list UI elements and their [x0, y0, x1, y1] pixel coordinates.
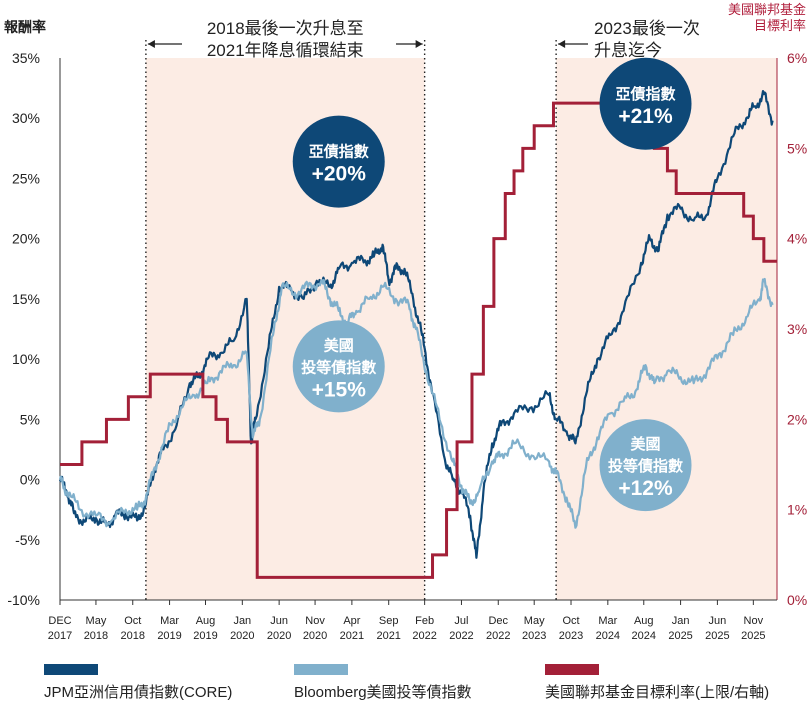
period-annotation-text: 2021年降息循環結束	[207, 41, 364, 60]
legend-label: JPM亞洲信用債指數(CORE)	[44, 684, 232, 701]
y-right-axis-title: 美國聯邦基金	[728, 2, 806, 17]
legend: JPM亞洲信用債指數(CORE) Bloomberg美國投等債指數 美國聯邦基金目標…	[44, 664, 769, 701]
y-right-tick-label: 2%	[787, 411, 807, 427]
shaded-period-0	[145, 58, 425, 600]
x-tick-label: Jan	[233, 615, 251, 627]
arrow-head-right	[415, 40, 423, 48]
y-right-tick-label: 6%	[787, 50, 807, 66]
legend-swatch	[545, 664, 599, 675]
x-tick-label: Jul	[454, 615, 468, 627]
x-tick-year: 2024	[596, 630, 620, 642]
x-tick-label: May	[524, 615, 545, 627]
x-tick-label: Mar	[160, 615, 179, 627]
x-tick-year: 2022	[486, 630, 510, 642]
legend-label: Bloomberg美國投等債指數	[294, 683, 472, 701]
y-right-tick-label: 1%	[787, 502, 807, 518]
x-tick-label: Jan	[672, 615, 690, 627]
x-tick-year: 2025	[705, 630, 729, 642]
x-tick-year: 2025	[668, 630, 692, 642]
series-lines	[58, 90, 777, 579]
y-left-tick-label: 10%	[12, 351, 40, 367]
x-tick-year: 2019	[193, 630, 217, 642]
x-tick-year: 2017	[48, 630, 72, 642]
annotation-bubbles: 亞債指數+20%美國投等債指數+15%亞債指數+21%美國投等債指數+12%	[292, 57, 692, 512]
x-tick-label: DEC	[48, 615, 71, 627]
bubble-return-value: +15%	[312, 378, 367, 401]
x-tick-label: Jun	[709, 615, 727, 627]
legend-swatch	[44, 664, 98, 675]
legend-label: 美國聯邦基金目標利率(上限/右軸)	[545, 684, 769, 701]
bubble-label: 美國	[324, 336, 354, 354]
x-tick-year: 2020	[267, 630, 291, 642]
x-tick-label: Feb	[415, 615, 434, 627]
x-tick-label: Oct	[562, 615, 579, 627]
bubble-label: 投等債指數	[301, 358, 376, 376]
x-tick-year: 2019	[157, 630, 181, 642]
period-annotation-text: 2018最後一次升息至	[207, 19, 364, 38]
period-annotation-text-2: 2023最後一次	[594, 19, 700, 38]
bubble-return-value: +20%	[312, 163, 367, 186]
bubble-label: 亞債指數	[309, 143, 369, 161]
y-left-tick-label: 0%	[20, 472, 40, 488]
y-right-tick-label: 0%	[787, 592, 807, 608]
x-tick-year: 2025	[741, 630, 765, 642]
arrow-head-left	[147, 40, 155, 48]
bubble-return-value: +21%	[618, 105, 673, 128]
x-tick-label: Jun	[270, 615, 288, 627]
x-tick-year: 2022	[449, 630, 473, 642]
return-bubble	[599, 57, 692, 150]
x-tick-year: 2020	[230, 630, 254, 642]
y-left-tick-label: 30%	[12, 110, 40, 126]
x-tick-label: Mar	[598, 615, 617, 627]
bubble-label: 亞債指數	[616, 85, 676, 103]
series-line-us-ig	[58, 277, 774, 529]
y-right-tick-label: 5%	[787, 140, 807, 156]
legend-swatch	[294, 664, 348, 675]
y-left-tick-label: -10%	[7, 592, 40, 608]
x-tick-year: 2020	[303, 630, 327, 642]
x-tick-year: 2023	[522, 630, 546, 642]
x-tick-year: 2021	[340, 630, 364, 642]
period-annotation-text-2: 升息迄今	[594, 41, 662, 60]
x-tick-year: 2018	[84, 630, 108, 642]
bubble-return-value: +12%	[618, 477, 673, 500]
x-tick-label: Aug	[634, 615, 654, 627]
x-tick-year: 2021	[376, 630, 400, 642]
x-tick-label: Apr	[343, 615, 360, 627]
return-bubble	[599, 419, 692, 512]
return-bubble	[292, 320, 385, 413]
y-left-tick-label: 20%	[12, 231, 40, 247]
x-tick-label: Aug	[196, 615, 216, 627]
x-tick-label: Oct	[124, 615, 141, 627]
series-line-fed-rate	[60, 101, 777, 579]
y-left-tick-label: 5%	[20, 411, 40, 427]
y-left-axis-title: 報酬率	[4, 19, 46, 35]
series-line-asia-credit	[59, 90, 774, 559]
bubble-label: 投等債指數	[608, 457, 683, 475]
x-tick-label: Nov	[305, 615, 325, 627]
y-left-tick-label: 15%	[12, 291, 40, 307]
x-tick-year: 2023	[559, 630, 583, 642]
y-right-axis-title: 目標利率	[754, 18, 806, 33]
x-tick-year: 2024	[632, 630, 656, 642]
bubble-label: 美國	[631, 435, 661, 453]
x-tick-label: May	[86, 615, 107, 627]
y-right-tick-label: 3%	[787, 321, 807, 337]
x-tick-year: 2022	[412, 630, 436, 642]
x-tick-label: Nov	[744, 615, 764, 627]
arrow-head-left-2	[558, 40, 566, 48]
x-tick-label: Dec	[488, 615, 508, 627]
x-tick-label: Sep	[379, 615, 399, 627]
y-left-tick-label: 35%	[12, 50, 40, 66]
return-bubble	[292, 115, 385, 208]
x-tick-year: 2018	[121, 630, 145, 642]
y-left-tick-label: -5%	[15, 532, 40, 548]
axes: 35% 30% 25% 20% 15% 10% 5% 0% -5% -10% 報酬率 6% 5% 4% 3%…	[4, 2, 807, 642]
y-left-tick-label: 25%	[12, 170, 40, 186]
y-right-tick-label: 4%	[787, 231, 807, 247]
